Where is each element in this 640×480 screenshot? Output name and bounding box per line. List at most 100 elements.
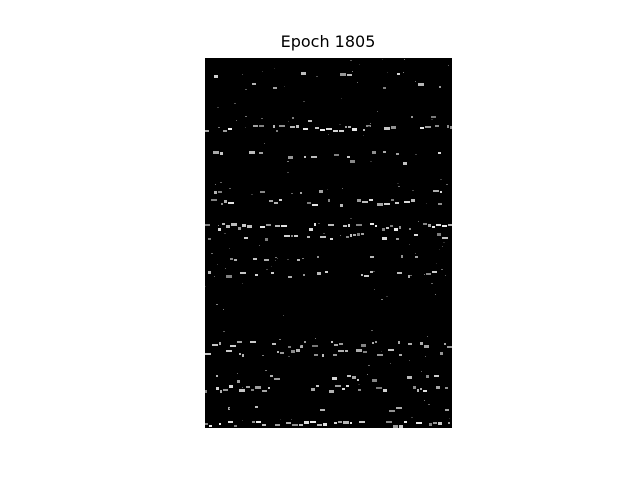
texture-mark: [397, 73, 400, 75]
texture-speckle: [387, 72, 388, 73]
texture-mark: [240, 272, 246, 274]
texture-mark: [208, 238, 211, 240]
texture-mark: [375, 225, 377, 227]
texture-mark: [401, 255, 403, 258]
texture-mark: [277, 351, 279, 353]
texture-mark: [231, 223, 237, 226]
texture-speckle: [288, 121, 289, 122]
texture-speckle: [217, 264, 218, 265]
texture-speckle: [443, 242, 445, 243]
texture-mark: [326, 128, 332, 130]
texture-mark: [264, 259, 269, 261]
texture-mark: [251, 389, 254, 391]
texture-speckle: [409, 360, 410, 361]
texture-mark: [393, 425, 398, 428]
texture-speckle: [425, 356, 426, 357]
texture-mark: [431, 116, 436, 118]
texture-speckle: [245, 116, 247, 117]
texture-mark: [428, 224, 431, 227]
texture-speckle: [381, 351, 382, 352]
texture-mark: [260, 191, 265, 193]
texture-mark: [262, 390, 267, 392]
texture-speckle: [237, 373, 238, 374]
texture-speckle: [262, 71, 263, 72]
texture-mark: [414, 234, 418, 236]
texture-mark: [255, 406, 258, 408]
texture-speckle: [218, 225, 219, 226]
texture-mark: [350, 160, 355, 163]
texture-mark: [317, 256, 319, 258]
texture-mark: [288, 156, 293, 159]
texture-speckle: [302, 258, 304, 259]
texture-mark: [383, 151, 386, 153]
texture-mark: [433, 422, 437, 424]
texture-speckle: [439, 249, 440, 250]
texture-mark: [423, 223, 427, 225]
texture-mark: [420, 342, 423, 345]
texture-speckle: [373, 271, 375, 272]
figure-title: Epoch 1805: [280, 32, 376, 51]
texture-mark: [394, 228, 398, 231]
texture-speckle: [242, 283, 243, 284]
texture-mark: [364, 275, 369, 277]
texture-mark: [211, 199, 217, 201]
texture-mark: [415, 256, 418, 258]
texture-mark: [209, 425, 212, 427]
texture-mark: [294, 235, 298, 237]
texture-mark: [219, 423, 221, 425]
texture-mark: [218, 228, 221, 231]
texture-mark: [386, 421, 392, 423]
texture-mark: [429, 423, 432, 426]
texture-mark: [420, 388, 422, 390]
texture-mark: [345, 350, 348, 352]
texture-speckle: [431, 283, 433, 284]
texture-mark: [317, 272, 321, 275]
texture-speckle: [421, 371, 422, 372]
texture-mark: [323, 423, 327, 426]
texture-speckle: [415, 253, 416, 254]
texture-speckle: [424, 400, 425, 401]
texture-speckle: [261, 118, 263, 119]
texture-mark: [437, 233, 441, 236]
texture-mark: [391, 126, 396, 129]
texture-speckle: [316, 76, 318, 77]
texture-mark: [357, 199, 361, 202]
texture-mark: [320, 409, 325, 411]
texture-speckle: [279, 339, 281, 340]
texture-mark: [361, 274, 363, 276]
texture-mark: [205, 224, 210, 226]
texture-mark: [309, 228, 313, 231]
texture-mark: [356, 224, 362, 226]
texture-mark: [339, 130, 344, 132]
texture-speckle: [431, 119, 433, 120]
texture-mark: [311, 156, 317, 158]
texture-speckle: [368, 126, 370, 127]
texture-speckle: [386, 296, 388, 297]
texture-speckle: [205, 286, 206, 287]
texture-mark: [432, 226, 435, 228]
texture-mark: [332, 377, 337, 380]
texture-speckle: [428, 404, 430, 405]
texture-mark: [347, 74, 352, 76]
texture-mark: [260, 226, 265, 228]
texture-mark: [444, 343, 446, 345]
texture-mark: [438, 203, 442, 205]
texture-speckle: [440, 179, 442, 180]
texture-speckle: [327, 189, 328, 190]
texture-mark: [363, 129, 365, 131]
texture-speckle: [448, 65, 449, 66]
texture-mark: [208, 271, 211, 274]
texture-speckle: [435, 294, 436, 295]
texture-mark: [216, 387, 219, 390]
texture-speckle: [398, 186, 400, 187]
texture-speckle: [242, 387, 243, 388]
generated-image: [205, 58, 452, 428]
texture-mark: [270, 375, 273, 377]
texture-mark: [269, 200, 273, 202]
texture-mark: [311, 388, 315, 391]
texture-mark: [424, 345, 429, 348]
texture-mark: [307, 236, 310, 238]
texture-mark: [279, 125, 285, 127]
texture-mark: [350, 234, 352, 237]
texture-mark: [205, 353, 211, 355]
